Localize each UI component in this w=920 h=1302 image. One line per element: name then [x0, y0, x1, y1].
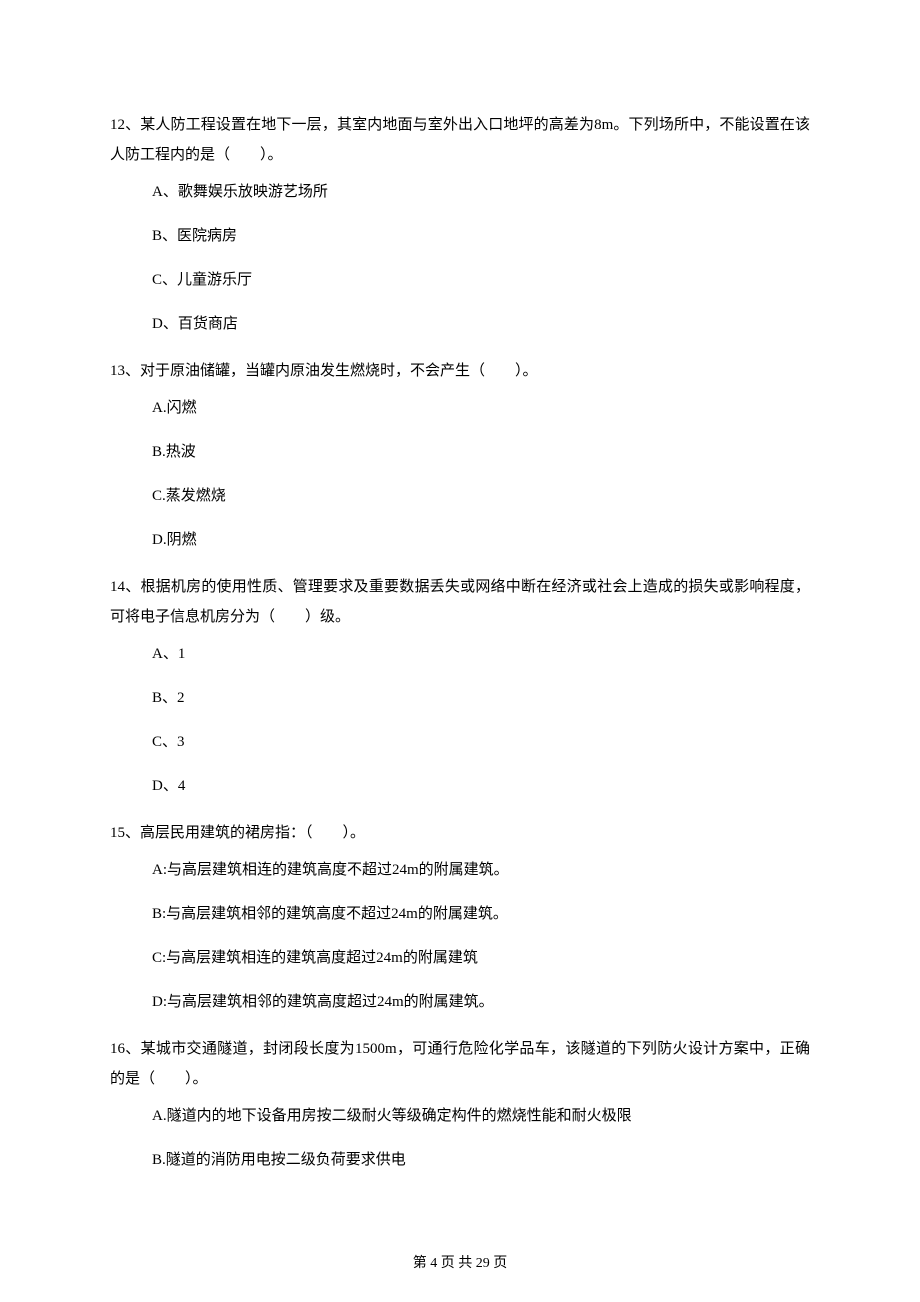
question-text: 14、根据机房的使用性质、管理要求及重要数据丢失或网络中断在经济或社会上造成的损… — [110, 572, 810, 632]
option-b: B.隧道的消防用电按二级负荷要求供电 — [152, 1148, 810, 1172]
option-b: B.热波 — [152, 440, 810, 464]
question-body: 某城市交通隧道，封闭段长度为1500m，可通行危险化学品车，该隧道的下列防火设计… — [110, 1041, 810, 1087]
option-c: C、3 — [152, 730, 810, 754]
question-14: 14、根据机房的使用性质、管理要求及重要数据丢失或网络中断在经济或社会上造成的损… — [110, 572, 810, 798]
question-text: 13、对于原油储罐，当罐内原油发生燃烧时，不会产生（ ）。 — [110, 356, 810, 386]
option-b: B、医院病房 — [152, 224, 810, 248]
options-list: A、歌舞娱乐放映游艺场所 B、医院病房 C、儿童游乐厅 D、百货商店 — [110, 180, 810, 336]
option-a: A.隧道内的地下设备用房按二级耐火等级确定构件的燃烧性能和耐火极限 — [152, 1104, 810, 1128]
question-number: 15、 — [110, 825, 140, 841]
question-body: 高层民用建筑的裙房指：（ ）。 — [140, 825, 365, 841]
options-list: A.闪燃 B.热波 C.蒸发燃烧 D.阴燃 — [110, 396, 810, 552]
question-text: 16、某城市交通隧道，封闭段长度为1500m，可通行危险化学品车，该隧道的下列防… — [110, 1034, 810, 1094]
question-15: 15、高层民用建筑的裙房指：（ ）。 A:与高层建筑相连的建筑高度不超过24m的… — [110, 818, 810, 1014]
question-text: 12、某人防工程设置在地下一层，其室内地面与室外出入口地坪的高差为8m。下列场所… — [110, 110, 810, 170]
question-body: 对于原油储罐，当罐内原油发生燃烧时，不会产生（ ）。 — [140, 363, 538, 379]
option-a: A、1 — [152, 642, 810, 666]
question-body: 根据机房的使用性质、管理要求及重要数据丢失或网络中断在经济或社会上造成的损失或影… — [110, 579, 810, 625]
question-number: 13、 — [110, 363, 140, 379]
question-16: 16、某城市交通隧道，封闭段长度为1500m，可通行危险化学品车，该隧道的下列防… — [110, 1034, 810, 1172]
document-page: 12、某人防工程设置在地下一层，其室内地面与室外出入口地坪的高差为8m。下列场所… — [0, 0, 920, 1302]
option-c: C、儿童游乐厅 — [152, 268, 810, 292]
option-b: B:与高层建筑相邻的建筑高度不超过24m的附属建筑。 — [152, 902, 810, 926]
options-list: A、1 B、2 C、3 D、4 — [110, 642, 810, 798]
question-13: 13、对于原油储罐，当罐内原油发生燃烧时，不会产生（ ）。 A.闪燃 B.热波 … — [110, 356, 810, 552]
option-c: C:与高层建筑相连的建筑高度超过24m的附属建筑 — [152, 946, 810, 970]
options-list: A:与高层建筑相连的建筑高度不超过24m的附属建筑。 B:与高层建筑相邻的建筑高… — [110, 858, 810, 1014]
question-body: 某人防工程设置在地下一层，其室内地面与室外出入口地坪的高差为8m。下列场所中，不… — [110, 117, 810, 163]
question-text: 15、高层民用建筑的裙房指：（ ）。 — [110, 818, 810, 848]
option-d: D、百货商店 — [152, 312, 810, 336]
question-number: 12、 — [110, 117, 140, 133]
option-b: B、2 — [152, 686, 810, 710]
question-12: 12、某人防工程设置在地下一层，其室内地面与室外出入口地坪的高差为8m。下列场所… — [110, 110, 810, 336]
page-footer: 第 4 页 共 29 页 — [0, 1252, 920, 1272]
options-list: A.隧道内的地下设备用房按二级耐火等级确定构件的燃烧性能和耐火极限 B.隧道的消… — [110, 1104, 810, 1172]
option-d: D:与高层建筑相邻的建筑高度超过24m的附属建筑。 — [152, 990, 810, 1014]
option-a: A.闪燃 — [152, 396, 810, 420]
question-number: 14、 — [110, 579, 140, 595]
question-number: 16、 — [110, 1041, 141, 1057]
option-d: D、4 — [152, 774, 810, 798]
option-a: A、歌舞娱乐放映游艺场所 — [152, 180, 810, 204]
option-c: C.蒸发燃烧 — [152, 484, 810, 508]
option-a: A:与高层建筑相连的建筑高度不超过24m的附属建筑。 — [152, 858, 810, 882]
option-d: D.阴燃 — [152, 528, 810, 552]
